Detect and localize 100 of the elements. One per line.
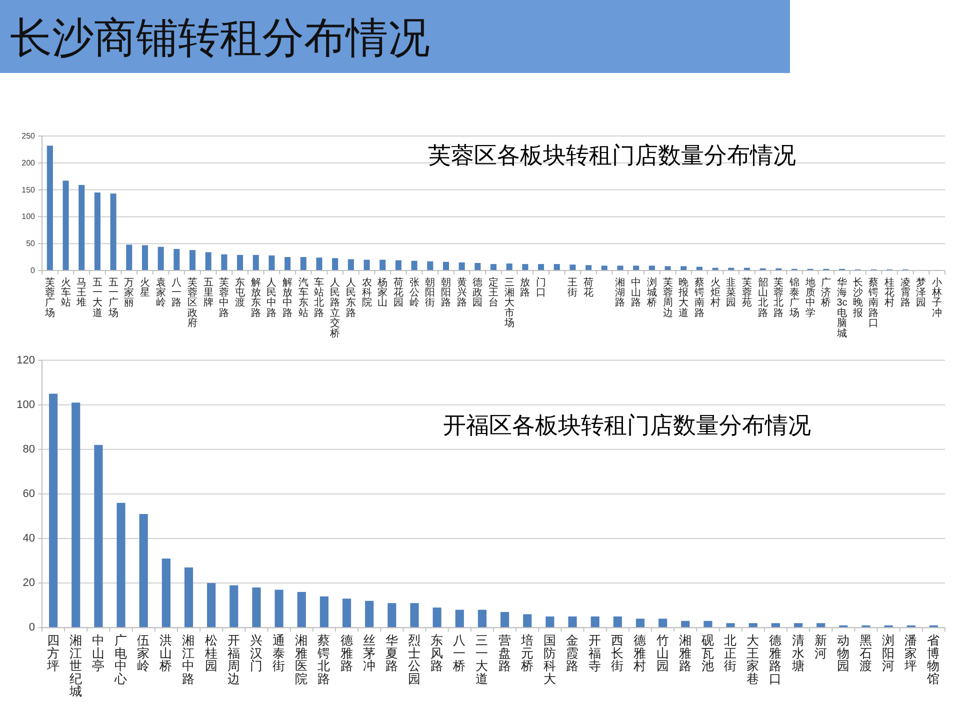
text: 长沙商铺转租分布情况 [10,14,430,61]
x-tick-label: 农科院 [362,277,372,309]
x-tick-label: 芙蓉周边 [662,276,673,319]
x-tick-label: 德雅路 [340,634,354,674]
x-tick-label: 德雅村 [632,634,647,674]
x-tick-label: 梦泽园 [916,276,926,309]
x-tick-label: 芙蓉中路 [219,276,230,319]
x-tick-label: 袁家岭 [156,276,166,309]
x-tick-label: 松桂园 [204,634,218,674]
x-tick-label: 烈士公园 [408,634,421,686]
x-tick-label: 芙蓉苑 [742,276,752,309]
y-tick-label: 150 [22,185,36,194]
x-tick-label: 大王家巷 [746,634,760,686]
y-tick-label: 60 [22,488,35,500]
x-tick-label: 洪山桥 [158,634,173,674]
x-tick-label: 张公岭 [409,276,420,309]
y-tick-label: 0 [28,622,35,634]
x-tick-label: 中山亭 [92,634,105,674]
x-tick-label: 芙蓉区政府 [188,276,198,330]
x-tick-label: 芙蓉北路 [774,276,784,319]
x-tick-label: 华海3c电脑城 [836,276,848,340]
x-tick-label: 荷花 [584,276,594,298]
x-tick-label: 王街 [568,277,578,298]
x-tick-label: 黄兴路 [456,276,467,309]
x-tick-label: 韭菜园 [726,276,736,309]
x-tick-label: 东风路 [430,634,444,674]
x-tick-label: 湘江中路 [182,634,196,686]
x-tick-label: 黑石渡 [859,634,872,674]
x-tick-label: 西长街 [611,634,624,674]
x-tick-label: 火星 [140,276,150,298]
x-tick-label: 凌霄路 [900,276,910,309]
x-tick-label: 桂花村 [884,276,895,309]
x-tick-label: 人民中路 [266,277,277,319]
x-tick-label: 金霞路 [566,634,580,674]
y-tick-label: 80 [22,443,35,456]
x-tick-label: 潘家坪 [904,634,918,674]
x-tick-label: 通泰街 [272,634,286,674]
x-tick-label: 芙蓉广场 [44,276,55,319]
x-tick-label: 培元桥 [520,634,534,674]
x-tick-label: 火炬村 [709,276,720,309]
x-tick-label: 门口 [536,276,546,298]
x-tick-label: 竹山园 [656,634,670,674]
x-tick-label: 广电中心 [114,634,128,686]
x-tick-label: 蔡锷南路口 [868,276,879,330]
x-tick-label: 湘江世纪城 [68,634,82,699]
chart-title: 芙蓉区各板块转租门店数量分布情况 [428,142,796,168]
x-tick-label: 韶山北路 [758,276,768,319]
x-tick-label: 解放中路 [282,277,293,319]
x-tick-label: 湘雅医院 [295,634,308,686]
y-tick-label: 0 [30,266,36,275]
x-tick-label: 定王台 [488,276,498,309]
x-tick-label: 华夏路 [385,634,398,674]
x-tick-label: 浏阳河 [882,634,896,674]
x-tick-label: 新河 [814,634,828,660]
x-tick-label: 锦泰广场 [788,277,800,319]
x-tick-label: 湘雅路 [678,634,692,674]
x-tick-label: 五一广场 [107,277,118,319]
x-tick-label: 朝阳路 [440,276,451,309]
x-tick-label: 三湘大市场 [503,277,514,330]
x-tick-label: 地质中学 [804,276,816,319]
y-tick-label: 100 [16,398,35,411]
x-tick-label: 五里牌 [203,277,214,309]
x-tick-label: 四方坪 [46,634,60,674]
x-tick-label: 开福周边 [227,634,240,686]
x-tick-label: 广济桥 [820,276,832,309]
x-tick-label: 人民路立交桥 [329,277,340,340]
y-tick-label: 100 [22,212,36,222]
x-tick-label: 兴汉门 [250,634,263,674]
x-tick-label: 三一大道 [476,634,489,686]
x-tick-label: 开福寺 [588,634,602,674]
x-tick-label: 汽车东站 [298,276,308,319]
x-tick-label: 荷花园 [393,276,404,309]
text: 开福区各板块转租门店数量分布情况 [443,412,811,438]
x-tick-label: 五一大道 [92,277,102,319]
x-tick-label: 放路 [520,277,530,298]
y-tick-label: 40 [22,532,35,544]
y-tick-label: 200 [22,158,36,168]
x-tick-label: 八一桥 [452,634,466,674]
x-tick-label: 德政园 [472,277,483,309]
x-tick-label: 省博物馆 [926,634,940,686]
x-tick-label: 湘湖路 [615,276,626,309]
x-tick-label: 中山路 [631,276,642,309]
x-tick-label: 杨家山 [376,276,388,309]
x-tick-label: 蔡锷南路 [693,276,704,319]
x-tick-label: 清水塘 [790,634,805,674]
x-tick-label: 火车站 [60,276,71,309]
y-tick-label: 20 [22,577,35,590]
x-tick-label: 蔡锷北路 [316,634,331,686]
x-tick-label: 浏城桥 [646,276,657,309]
x-tick-label: 车站北路 [314,276,324,319]
y-tick-label: 50 [26,239,36,248]
x-tick-label: 马王堆 [76,277,87,309]
x-tick-label: 丝茅冲 [362,634,376,674]
x-tick-label: 砚瓦池 [700,634,714,674]
x-tick-label: 朝阳街 [425,276,436,309]
x-tick-label: 营盘路 [498,634,512,674]
x-tick-label: 伍家岭 [137,634,150,674]
x-tick-label: 万家丽 [124,277,134,309]
x-tick-label: 东屯渡 [235,276,246,309]
x-tick-label: 解放东路 [250,277,261,319]
